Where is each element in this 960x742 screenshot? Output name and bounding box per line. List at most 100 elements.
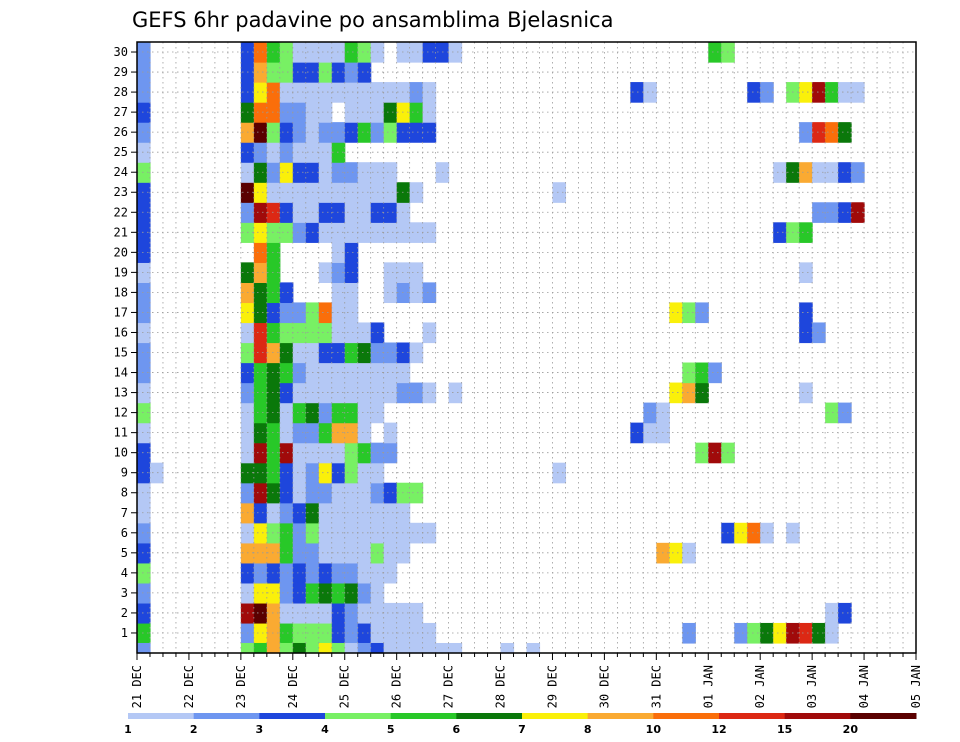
heatmap-cell: [331, 402, 346, 424]
heatmap-cell: [812, 162, 826, 183]
heatmap-cell: [383, 262, 398, 283]
chart-title: GEFS 6hr padavine po ansamblima Bjelasni…: [132, 8, 613, 32]
heatmap-cell: [357, 42, 372, 63]
heatmap-cell: [357, 122, 372, 143]
heatmap-cell: [357, 522, 372, 544]
heatmap-cell: [344, 422, 359, 444]
heatmap-cell: [383, 82, 398, 103]
y-tick-label: 29: [114, 65, 128, 79]
heatmap-cell: [279, 222, 294, 243]
heatmap-cell: [344, 302, 359, 324]
heatmap-cell: [292, 402, 307, 424]
heatmap-cell: [344, 642, 359, 654]
heatmap-cell: [799, 302, 813, 324]
heatmap-cell: [318, 82, 333, 103]
heatmap-cell: [318, 102, 333, 123]
heatmap-cell: [253, 342, 268, 364]
heatmap-cell: [838, 82, 852, 103]
heatmap-cell: [357, 382, 372, 404]
heatmap-cell: [266, 642, 281, 654]
heatmap-cell: [344, 62, 359, 83]
heatmap-cell: [552, 462, 567, 484]
heatmap-cell: [357, 342, 372, 364]
heatmap-cell: [318, 322, 333, 344]
heatmap-cell: [331, 642, 346, 654]
heatmap-cell: [292, 562, 307, 584]
heatmap-cell: [682, 302, 696, 324]
heatmap-cell: [825, 402, 839, 424]
x-tick-label: 25 DEC: [338, 665, 352, 708]
heatmap-cell: [682, 622, 696, 644]
heatmap-cell: [344, 522, 359, 544]
heatmap-cell: [760, 622, 774, 644]
heatmap-cell: [253, 42, 268, 63]
heatmap-cell: [799, 222, 813, 243]
heatmap-cell: [279, 122, 294, 143]
heatmap-cell: [331, 422, 346, 444]
heatmap-cell: [318, 122, 333, 143]
x-tick-label: 04 JAN: [857, 665, 871, 708]
heatmap-cell: [292, 302, 307, 324]
heatmap-cell: [292, 222, 307, 243]
heatmap-cell: [422, 122, 437, 143]
heatmap-cell: [812, 322, 826, 344]
heatmap-cell: [383, 362, 398, 384]
heatmap-cell: [682, 362, 696, 384]
heatmap-cell: [383, 522, 398, 544]
heatmap-cell: [422, 42, 437, 63]
heatmap-cell: [318, 382, 333, 404]
heatmap-cell: [292, 502, 307, 524]
heatmap-cell: [292, 142, 307, 163]
heatmap-cell: [318, 302, 333, 324]
colorbar-swatch: [456, 713, 523, 719]
x-tick-label: 31 DEC: [649, 665, 663, 708]
heatmap-cell: [279, 62, 294, 83]
heatmap-cell: [825, 122, 839, 143]
heatmap-cell: [279, 322, 294, 344]
heatmap-cell: [383, 542, 398, 564]
heatmap-cell: [357, 582, 372, 604]
x-tick-label: 30 DEC: [597, 665, 611, 708]
heatmap-cell: [838, 602, 852, 624]
heatmap-cell: [253, 462, 268, 484]
heatmap-cell: [137, 82, 151, 103]
heatmap-cell: [279, 622, 294, 644]
heatmap-cell: [669, 302, 683, 324]
heatmap-cell: [357, 462, 372, 484]
heatmap-cell: [331, 622, 346, 644]
heatmap-cell: [422, 642, 437, 654]
colorbar-label: 6: [453, 723, 461, 736]
heatmap-cell: [500, 642, 515, 654]
heatmap-cell: [331, 302, 346, 324]
colorbar-swatch: [587, 713, 654, 719]
heatmap-cell: [435, 642, 450, 654]
heatmap-cell: [357, 162, 372, 183]
heatmap-cell: [344, 182, 359, 203]
y-tick-label: 30: [114, 45, 128, 59]
heatmap-cell: [409, 642, 424, 654]
heatmap-cell: [292, 162, 307, 183]
heatmap-cell: [266, 262, 281, 283]
heatmap-cell: [266, 322, 281, 344]
heatmap-cell: [344, 322, 359, 344]
heatmap-cell: [344, 602, 359, 624]
heatmap-cell: [266, 82, 281, 103]
heatmap-cell: [331, 602, 346, 624]
colorbar-label: 4: [321, 723, 329, 736]
heatmap-cell: [812, 622, 826, 644]
heatmap-cell: [344, 442, 359, 464]
heatmap-cell: [292, 182, 307, 203]
x-tick-label: 02 JAN: [753, 665, 767, 708]
heatmap-cell: [448, 382, 463, 404]
heatmap-cell: [137, 642, 151, 654]
heatmap-cell: [253, 602, 268, 624]
heatmap-cell: [279, 182, 294, 203]
heatmap-cell: [279, 602, 294, 624]
heatmap-cell: [448, 642, 463, 654]
x-tick-label: 27 DEC: [442, 665, 456, 708]
heatmap-cell: [137, 62, 151, 83]
y-tick-label: 22: [114, 205, 128, 219]
heatmap-cell: [838, 402, 852, 424]
heatmap-cell: [279, 542, 294, 564]
y-tick-label: 3: [121, 586, 128, 600]
